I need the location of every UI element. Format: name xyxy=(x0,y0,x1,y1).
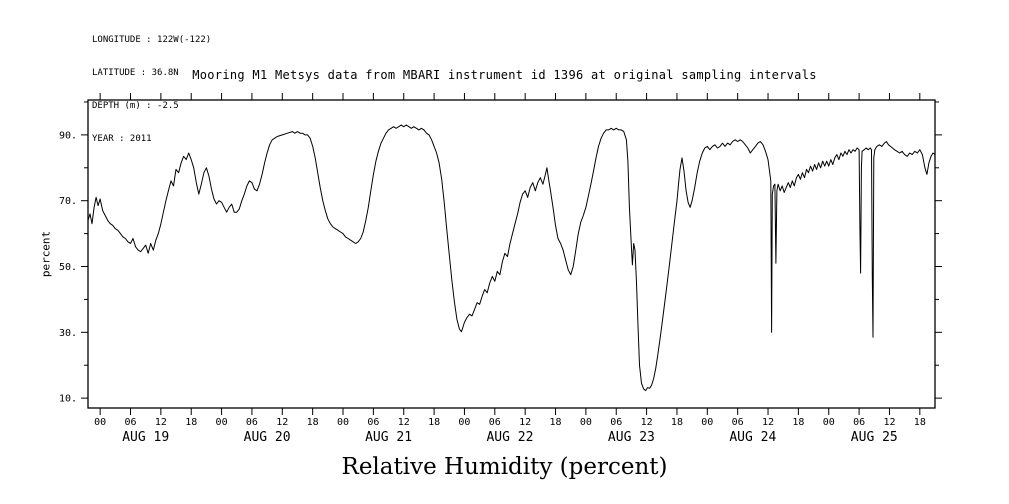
plot-metadata: LONGITUDE : 122W(-122) LATITUDE : 36.8N … xyxy=(92,13,211,167)
svg-text:06: 06 xyxy=(853,417,865,428)
svg-text:00: 00 xyxy=(94,417,106,428)
svg-text:06: 06 xyxy=(246,417,258,428)
svg-text:18: 18 xyxy=(185,417,197,428)
svg-text:18: 18 xyxy=(792,417,804,428)
svg-text:12: 12 xyxy=(883,417,895,428)
svg-text:00: 00 xyxy=(216,417,228,428)
svg-text:AUG 20: AUG 20 xyxy=(244,430,291,445)
meta-depth: DEPTH (m) : -2.5 xyxy=(92,101,179,111)
svg-text:12: 12 xyxy=(276,417,288,428)
bottom-caption: Relative Humidity (percent) xyxy=(341,454,668,480)
meta-year: YEAR : 2011 xyxy=(92,134,152,144)
svg-text:06: 06 xyxy=(610,417,622,428)
svg-text:00: 00 xyxy=(337,417,349,428)
plot-title: Mooring M1 Metsys data from MBARI instru… xyxy=(192,68,817,82)
svg-text:00: 00 xyxy=(580,417,592,428)
svg-text:18: 18 xyxy=(428,417,440,428)
meta-latitude: LATITUDE : 36.8N xyxy=(92,68,179,78)
svg-text:06: 06 xyxy=(489,417,501,428)
svg-text:00: 00 xyxy=(458,417,470,428)
svg-text:06: 06 xyxy=(124,417,136,428)
svg-text:AUG 24: AUG 24 xyxy=(729,430,776,445)
svg-text:70.: 70. xyxy=(59,196,77,207)
svg-text:30.: 30. xyxy=(59,328,77,339)
svg-text:18: 18 xyxy=(671,417,683,428)
svg-text:12: 12 xyxy=(155,417,167,428)
svg-text:18: 18 xyxy=(549,417,561,428)
svg-text:12: 12 xyxy=(519,417,531,428)
svg-text:18: 18 xyxy=(307,417,319,428)
y-axis-label: percent xyxy=(39,230,53,278)
svg-text:50.: 50. xyxy=(59,262,77,273)
svg-text:06: 06 xyxy=(732,417,744,428)
meta-longitude: LONGITUDE : 122W(-122) xyxy=(92,35,212,45)
svg-text:00: 00 xyxy=(823,417,835,428)
svg-text:12: 12 xyxy=(762,417,774,428)
svg-text:18: 18 xyxy=(914,417,926,428)
svg-text:12: 12 xyxy=(398,417,410,428)
svg-text:10.: 10. xyxy=(59,394,77,405)
svg-text:12: 12 xyxy=(641,417,653,428)
svg-text:90.: 90. xyxy=(59,130,77,141)
svg-text:00: 00 xyxy=(701,417,713,428)
svg-text:AUG 22: AUG 22 xyxy=(486,430,533,445)
svg-text:AUG 19: AUG 19 xyxy=(122,430,169,445)
svg-text:AUG 23: AUG 23 xyxy=(608,430,655,445)
svg-text:AUG 21: AUG 21 xyxy=(365,430,412,445)
svg-text:AUG 25: AUG 25 xyxy=(851,430,898,445)
svg-text:06: 06 xyxy=(367,417,379,428)
